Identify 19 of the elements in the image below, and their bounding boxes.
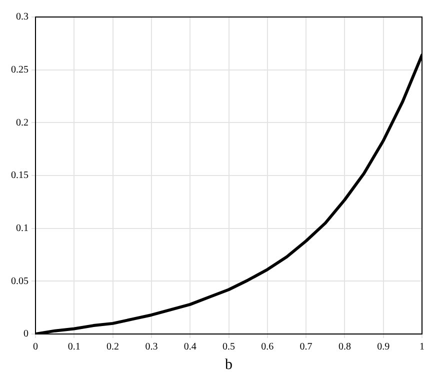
x-tick-label: 0.4 (184, 342, 196, 353)
x-tick-label: 0.3 (145, 342, 158, 353)
y-tick-label: 0.15 (11, 170, 28, 182)
x-tick-label: 0.1 (68, 342, 80, 353)
x-tick-label: 0 (33, 342, 38, 353)
y-tick-label: 0.3 (16, 12, 28, 23)
x-tick-label: 1 (420, 342, 424, 353)
x-tick-label: 0.7 (300, 342, 312, 353)
y-tick-label: 0.2 (16, 117, 28, 128)
x-tick-label: 0.9 (377, 342, 390, 353)
y-tick-label: 0.05 (11, 276, 28, 287)
x-axis-title: b (225, 356, 232, 373)
x-tick-label: 0.5 (222, 342, 235, 353)
y-tick-label: 0 (24, 328, 28, 340)
y-tick-label: 0.25 (11, 64, 28, 76)
x-tick-label: 0.2 (106, 342, 120, 353)
y-tick-label: 0.1 (16, 222, 28, 234)
x-tick-label: 0.8 (338, 342, 351, 353)
x-tick-label: 0.6 (261, 342, 274, 353)
